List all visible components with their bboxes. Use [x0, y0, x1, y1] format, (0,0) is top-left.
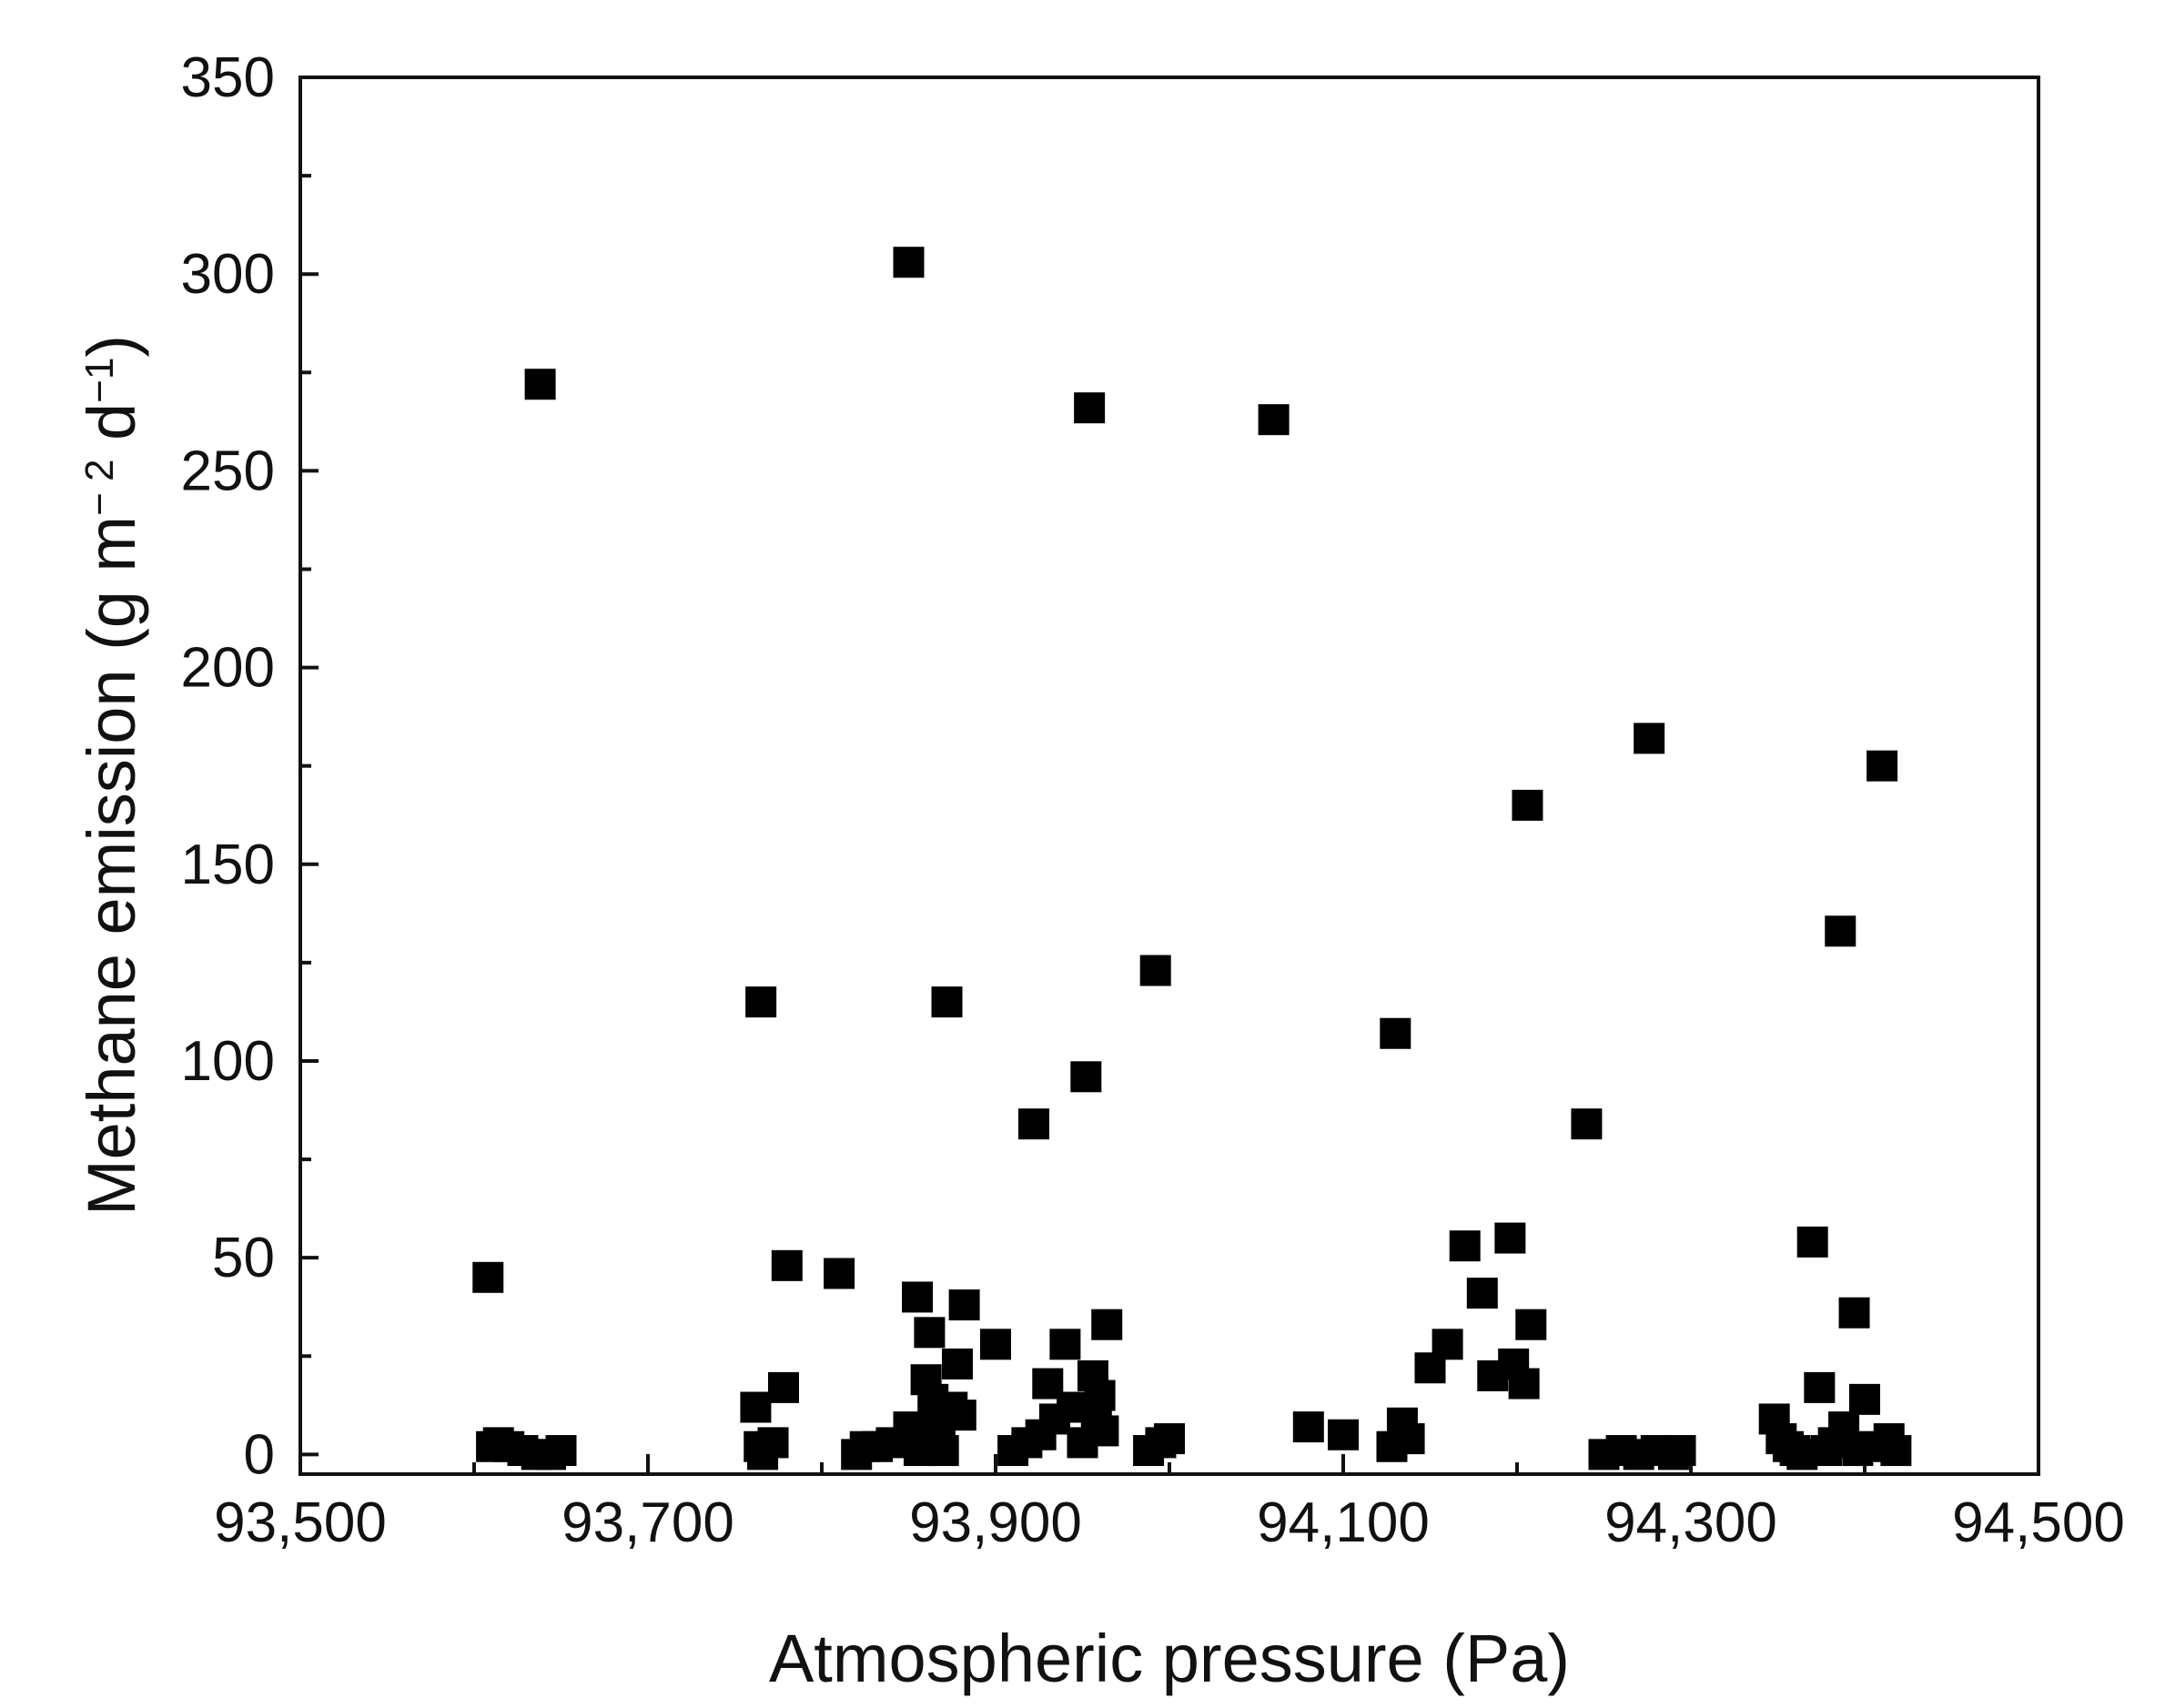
data-point	[945, 1400, 976, 1431]
data-point	[740, 1391, 772, 1423]
data-point	[524, 369, 556, 400]
data-point	[1664, 1435, 1696, 1467]
data-point	[1074, 392, 1106, 424]
data-point	[1049, 1329, 1081, 1360]
y-tick-label: 300	[181, 243, 275, 306]
data-point	[941, 1348, 973, 1380]
y-axis: 0 50 100 150 200 250 300 350	[181, 46, 319, 1486]
data-point	[1804, 1371, 1836, 1403]
data-point	[1825, 915, 1856, 947]
data-point	[1796, 1226, 1828, 1258]
data-point	[745, 986, 777, 1018]
data-point	[1880, 1435, 1912, 1467]
data-point	[757, 1427, 789, 1459]
data-point	[902, 1281, 934, 1313]
data-point	[1838, 1297, 1870, 1329]
y-axis-title: Methane emission (g m− 2 d−1)	[74, 335, 149, 1216]
x-tick-label: 93,500	[214, 1491, 387, 1554]
y-tick-label: 200	[181, 637, 275, 700]
x-tick-label: 94,300	[1604, 1491, 1777, 1554]
y-axis-title-end: )	[74, 335, 149, 358]
y-axis-title-exp2: −1	[77, 358, 122, 403]
y-axis-title-exp1: − 2	[77, 460, 122, 516]
data-point	[1139, 955, 1171, 986]
data-point	[1867, 750, 1898, 782]
data-point	[1515, 1309, 1547, 1340]
data-point	[980, 1329, 1011, 1360]
data-point	[824, 1258, 855, 1289]
data-point	[767, 1371, 799, 1403]
data-point	[931, 986, 963, 1018]
data-point	[948, 1289, 980, 1321]
data-point	[1466, 1278, 1498, 1309]
data-point	[1508, 1368, 1540, 1400]
data-point	[893, 247, 925, 278]
data-point	[1258, 404, 1290, 436]
data-point	[1571, 1108, 1603, 1140]
data-point	[1088, 1415, 1119, 1447]
data-point	[1449, 1230, 1481, 1262]
plot-frame	[298, 76, 2040, 1476]
data-points	[472, 247, 1912, 1470]
data-point	[771, 1249, 803, 1281]
data-point	[1634, 723, 1665, 754]
data-point	[1512, 789, 1543, 821]
data-point	[1018, 1108, 1050, 1140]
data-point	[1432, 1329, 1463, 1360]
x-tick-label: 94,500	[1952, 1491, 2125, 1554]
data-point	[1091, 1309, 1123, 1340]
data-point	[1380, 1017, 1411, 1049]
data-point	[545, 1435, 577, 1467]
data-point	[1494, 1222, 1526, 1254]
y-tick-label: 0	[244, 1423, 275, 1486]
x-tick-label: 93,900	[909, 1491, 1082, 1554]
data-point	[927, 1435, 959, 1467]
x-tick-label: 93,700	[561, 1491, 734, 1554]
y-tick-label: 150	[181, 834, 275, 896]
data-point	[1154, 1423, 1185, 1455]
x-axis-title: Atmospheric pressure (Pa)	[769, 1621, 1570, 1696]
data-point	[1292, 1411, 1324, 1443]
y-axis-title-main: Methane emission (g m	[74, 516, 149, 1216]
data-point	[1393, 1423, 1425, 1455]
data-point	[914, 1317, 946, 1349]
y-axis-title-mid: d	[74, 403, 149, 460]
y-tick-label: 50	[212, 1227, 275, 1289]
y-tick-label: 350	[181, 46, 275, 109]
data-point	[1070, 1061, 1102, 1093]
y-tick-label: 100	[181, 1030, 275, 1093]
data-point	[1084, 1380, 1116, 1411]
x-axis: 93,500 93,700 93,900 94,100 94,300 94,500	[214, 1454, 2125, 1554]
x-tick-label: 94,100	[1257, 1491, 1430, 1554]
data-point	[1849, 1383, 1880, 1415]
y-tick-label: 250	[181, 440, 275, 502]
data-point	[1328, 1419, 1359, 1450]
data-point	[472, 1261, 504, 1293]
